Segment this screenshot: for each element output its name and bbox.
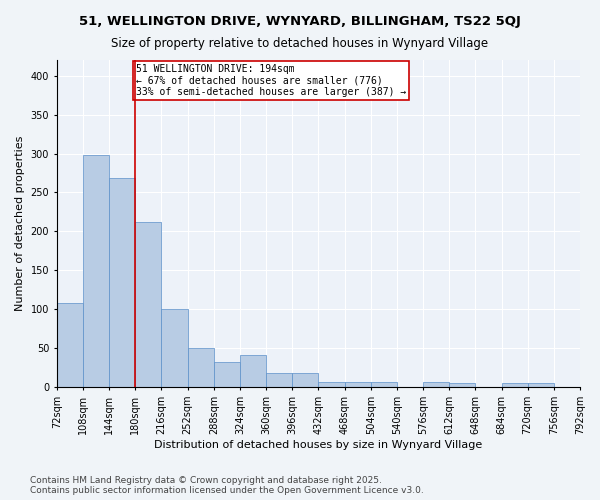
Bar (344, 382, 371, 388)
X-axis label: Distribution of detached houses by size in Wynyard Village: Distribution of detached houses by size … (154, 440, 482, 450)
Bar (109, 178, 135, 388)
Text: Contains HM Land Registry data © Crown copyright and database right 2025.
Contai: Contains HM Land Registry data © Crown c… (30, 476, 424, 495)
Text: 51 WELLINGTON DRIVE: 194sqm
← 67% of detached houses are smaller (776)
33% of se: 51 WELLINGTON DRIVE: 194sqm ← 67% of det… (136, 64, 406, 97)
Bar (449, 384, 475, 388)
Bar (57, 303, 83, 388)
Bar (83, 155, 109, 388)
Bar (371, 382, 397, 388)
Text: Size of property relative to detached houses in Wynyard Village: Size of property relative to detached ho… (112, 38, 488, 51)
Bar (214, 362, 240, 388)
Bar (135, 222, 161, 388)
Bar (292, 374, 319, 388)
Bar (502, 384, 527, 388)
Text: 51, WELLINGTON DRIVE, WYNYARD, BILLINGHAM, TS22 5QJ: 51, WELLINGTON DRIVE, WYNYARD, BILLINGHA… (79, 15, 521, 28)
Bar (266, 374, 292, 388)
Bar (423, 382, 449, 388)
Bar (161, 310, 188, 388)
Bar (240, 356, 266, 388)
Bar (188, 348, 214, 388)
Bar (319, 382, 344, 388)
Bar (527, 384, 554, 388)
Y-axis label: Number of detached properties: Number of detached properties (15, 136, 25, 312)
